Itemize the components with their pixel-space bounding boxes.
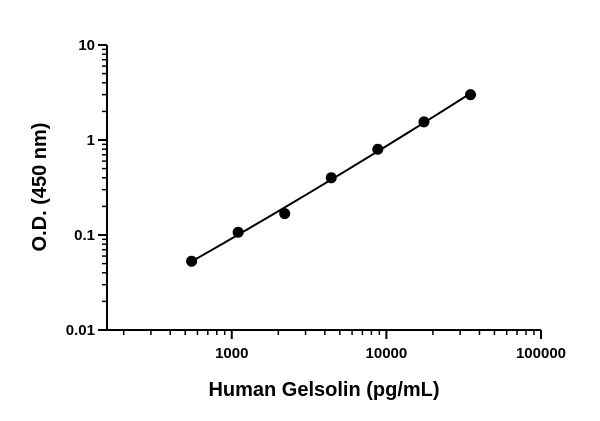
x-axis-title: Human Gelsolin (pg/mL)	[208, 379, 439, 401]
data-point	[465, 89, 477, 101]
y-tick-label: 0.01	[66, 322, 95, 339]
y-tick-label: 1	[87, 132, 95, 149]
y-axis: 0.01 0.1 1 10	[66, 37, 108, 339]
y-tick-label: 10	[78, 37, 95, 54]
data-point	[232, 226, 244, 238]
x-axis: 1000 10000 100000	[107, 329, 566, 362]
data-point	[372, 143, 384, 155]
data-point	[186, 255, 198, 267]
y-axis-title: O.D. (450 nm)	[29, 123, 51, 252]
y-tick-label: 0.1	[74, 227, 95, 244]
data-point	[325, 172, 337, 184]
x-tick-label: 1000	[215, 345, 248, 362]
data-point	[279, 208, 291, 220]
x-tick-label: 100000	[516, 345, 566, 362]
data-points	[186, 89, 477, 267]
data-point	[418, 116, 430, 128]
x-tick-label: 10000	[366, 345, 408, 362]
